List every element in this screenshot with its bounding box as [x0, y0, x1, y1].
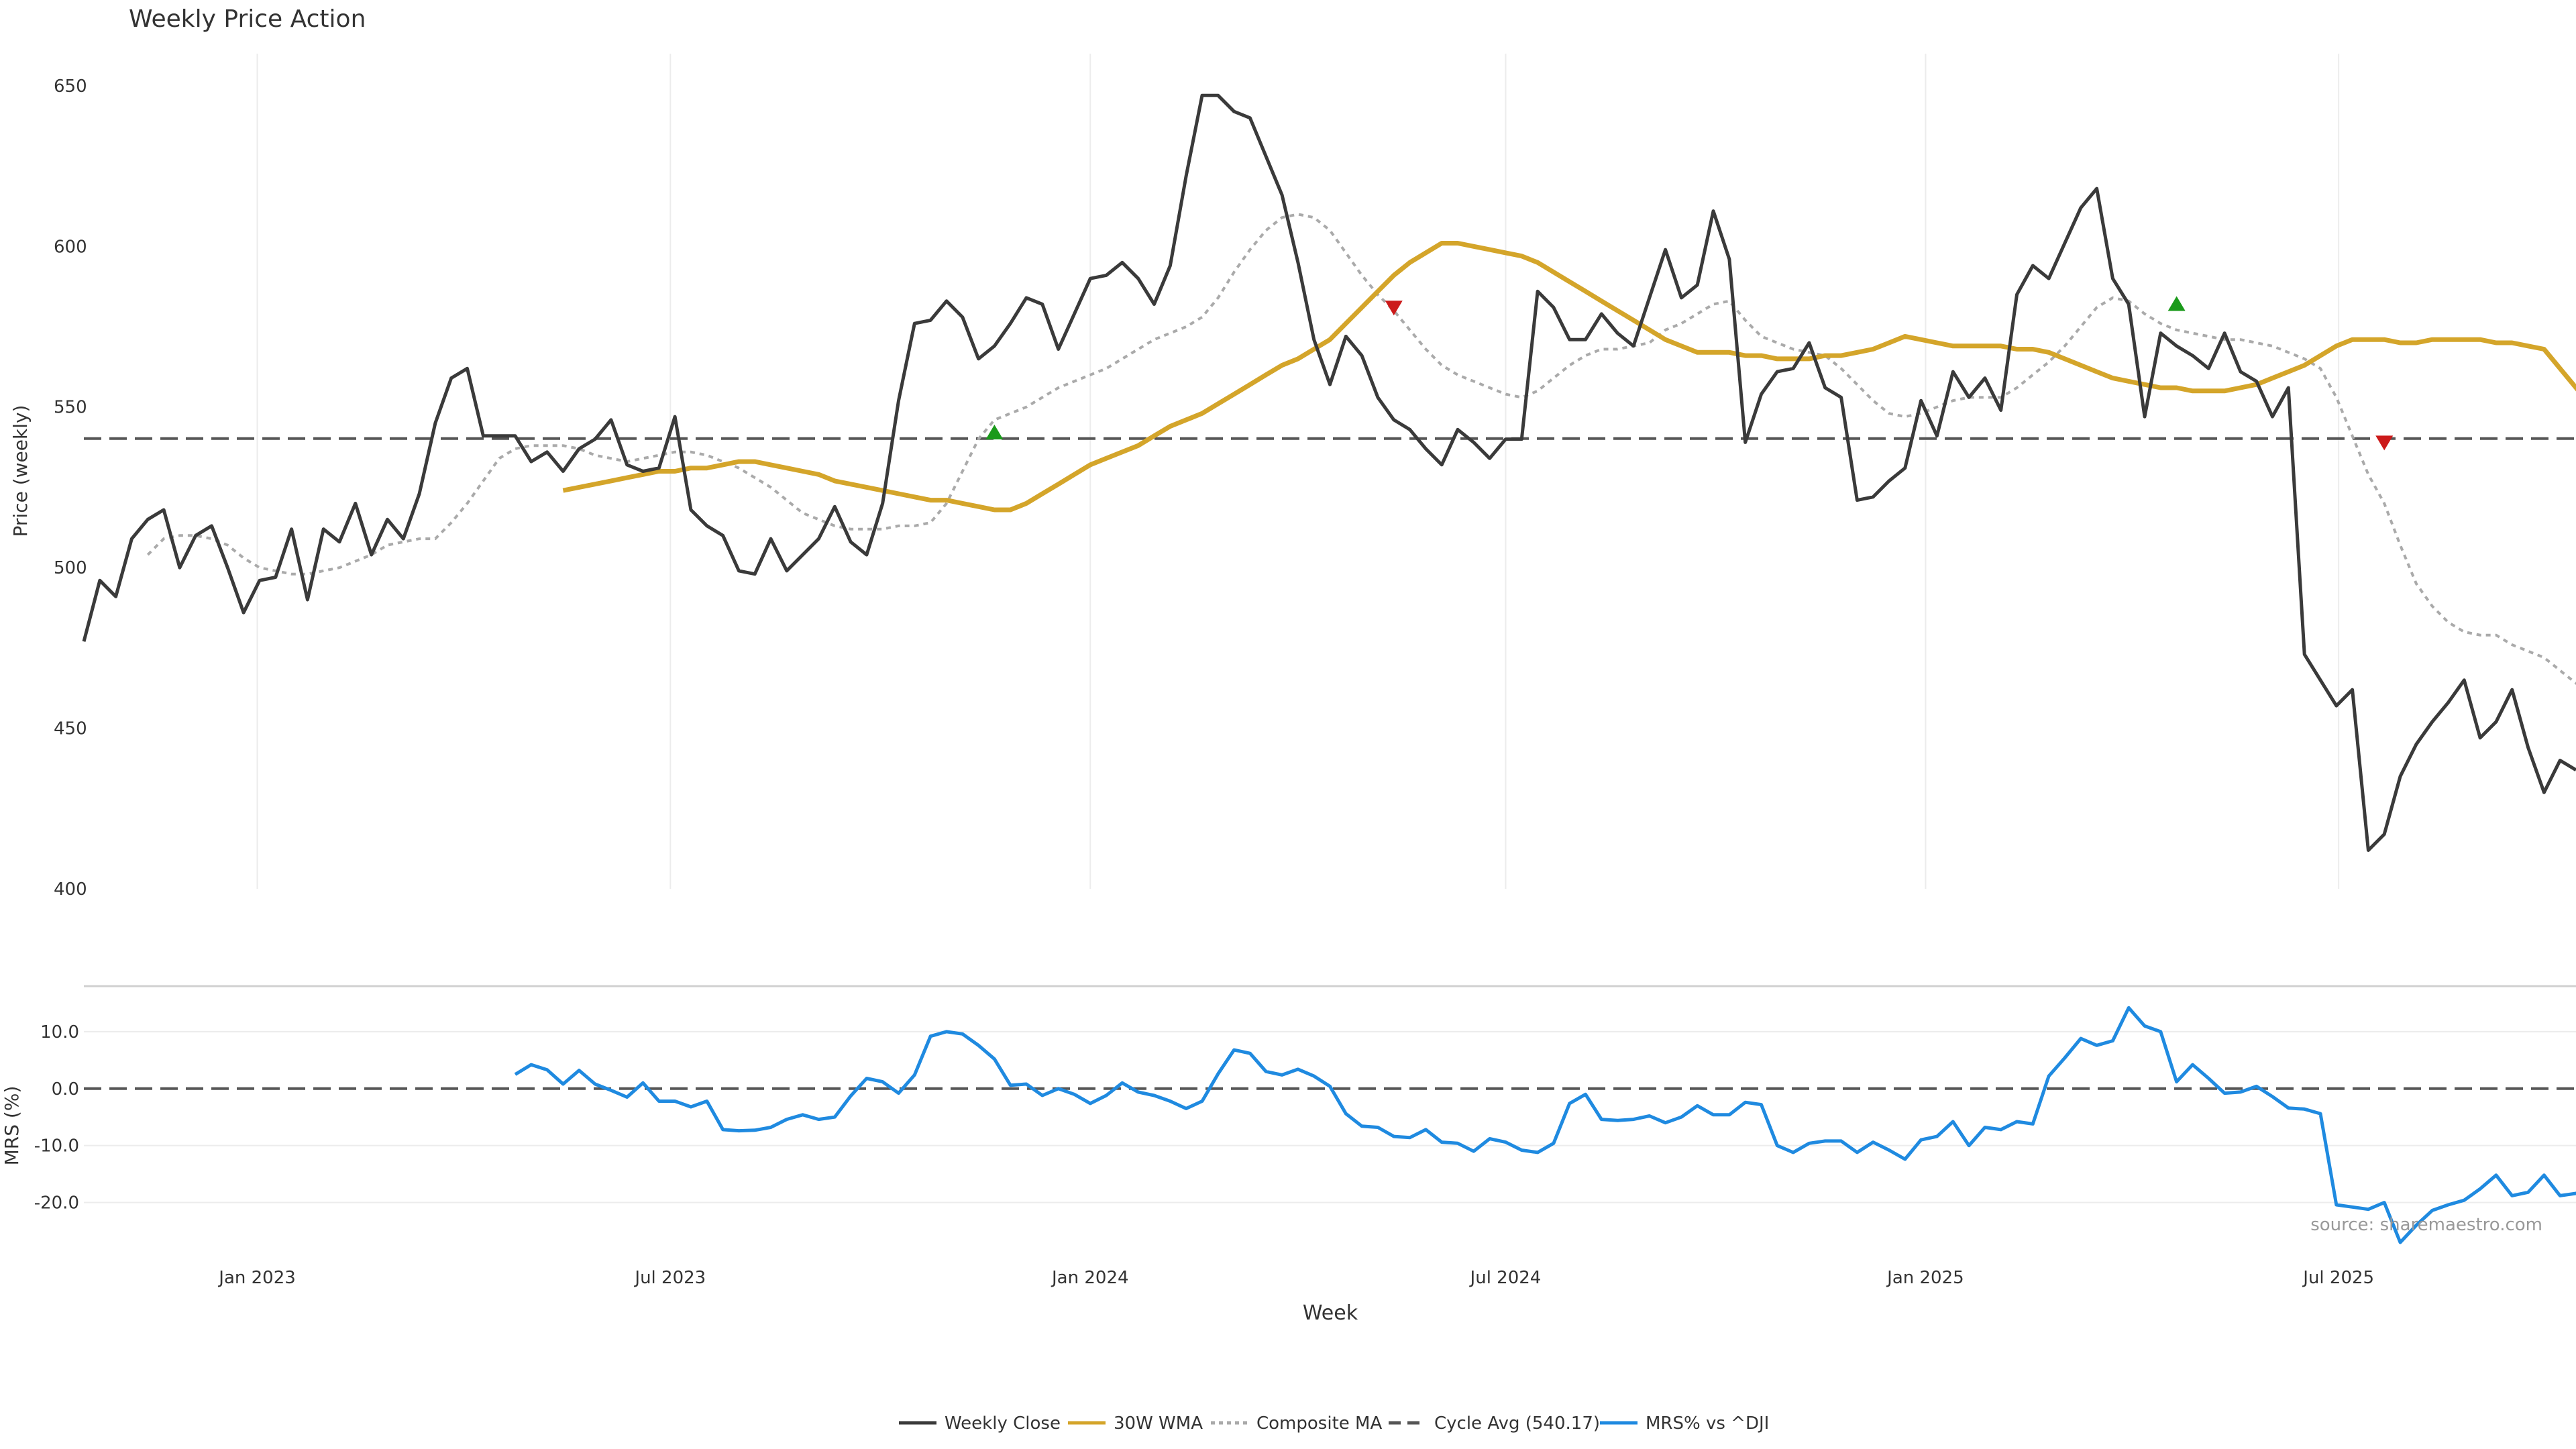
- mrs-grid: [84, 1030, 2576, 1203]
- x-tick-label: Jan 2024: [1051, 1268, 1129, 1288]
- signal-markers: [985, 296, 2394, 451]
- mrs-line: [514, 1006, 2576, 1244]
- price-y-tick-label: 450: [54, 719, 87, 739]
- price-y-ticks: 650 600 550 500 450 400: [54, 76, 87, 900]
- legend: Weekly Close 30W WMA Composite MA Cycle Avg…: [899, 1413, 1769, 1434]
- price-y-tick-label: 550: [54, 398, 87, 418]
- wma-30w-line: [562, 241, 2576, 513]
- x-tick-label: Jan 2023: [217, 1268, 296, 1288]
- mrs-y-axis-label: MRS (%): [1, 1086, 23, 1166]
- sell-signal-marker: [2375, 435, 2394, 451]
- price-y-tick-label: 600: [54, 237, 87, 257]
- weekly-close-line: [82, 93, 2576, 852]
- mrs-y-tick-label: 0.0: [52, 1079, 79, 1099]
- mrs-y-tick-label: -20.0: [34, 1193, 79, 1214]
- price-grid: [256, 54, 2340, 889]
- chart-title: Weekly Price Action: [129, 5, 366, 33]
- composite-ma-line: [146, 213, 2576, 685]
- legend-label: Cycle Avg (540.17): [1434, 1413, 1600, 1434]
- buy-signal-marker: [2167, 296, 2186, 311]
- legend-label: Weekly Close: [945, 1413, 1061, 1434]
- mrs-panel: 10.0 0.0 -10.0 -20.0 MRS (%) source: sharem…: [1, 985, 2576, 1244]
- price-y-axis-label: Price (weekly): [9, 405, 32, 537]
- mrs-y-tick-label: -10.0: [34, 1136, 79, 1157]
- x-axis-label: Week: [1303, 1301, 1358, 1325]
- legend-label: Composite MA: [1256, 1413, 1382, 1434]
- x-tick-label: Jul 2023: [633, 1268, 706, 1288]
- x-tick-label: Jul 2024: [1469, 1268, 1542, 1288]
- buy-signal-marker: [985, 425, 1004, 440]
- price-y-tick-label: 650: [54, 76, 87, 97]
- price-y-tick-label: 500: [54, 558, 87, 578]
- x-tick-label: Jul 2025: [2302, 1268, 2374, 1288]
- source-credit: source: sharemaestro.com: [2310, 1215, 2542, 1235]
- price-panel: 650 600 550 500 450 400 Price (weekly): [9, 54, 2576, 900]
- price-y-tick-label: 400: [54, 879, 87, 900]
- mrs-y-ticks: 10.0 0.0 -10.0 -20.0: [34, 1022, 79, 1214]
- sell-signal-marker: [1385, 301, 1403, 316]
- legend-label: MRS% vs ^DJI: [1646, 1413, 1769, 1434]
- mrs-y-tick-label: 10.0: [40, 1022, 79, 1042]
- legend-label: 30W WMA: [1114, 1413, 1203, 1434]
- x-tick-label: Jan 2025: [1886, 1268, 1964, 1288]
- x-axis-ticks: Jan 2023 Jul 2023 Jan 2024 Jul 2024 Jan 2025…: [217, 1268, 2374, 1288]
